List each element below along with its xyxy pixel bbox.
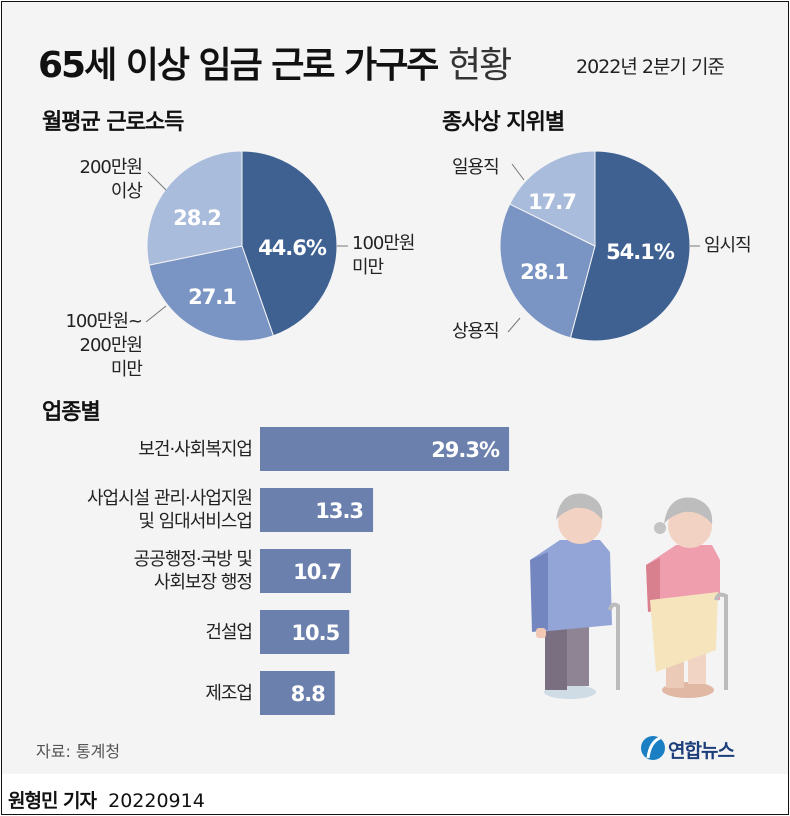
bar-category-label: 건설업 <box>205 621 253 643</box>
pie-slice <box>499 203 596 339</box>
pie-value-label: 54.1% <box>606 240 675 264</box>
bar <box>260 549 351 593</box>
grandfather-figure <box>530 493 620 699</box>
subtitle: 2022년 2분기 기준 <box>576 56 725 78</box>
bar-value-label: 10.7 <box>293 560 341 584</box>
source-note: 자료: 통계청 <box>36 742 121 761</box>
bar-value-label: 8.8 <box>291 682 326 706</box>
bar <box>260 427 510 471</box>
pie-value-label: 44.6% <box>258 236 327 260</box>
income-pie-title: 월평균 근로소득 <box>42 110 184 135</box>
bar <box>260 488 374 532</box>
bar-category-label: 보건·사회복지업 <box>138 438 253 460</box>
yonhap-logo-icon <box>641 736 665 760</box>
leader-lines <box>145 163 700 333</box>
bar-category-label: 사업시설 관리·사업지원 및 임대서비스업 <box>86 488 253 532</box>
elderly-couple-illustration <box>530 493 728 699</box>
status-label-regular: 상용직 <box>452 321 500 342</box>
bar-category-label: 공공행정·국방 및 사회보장 행정 <box>133 549 253 593</box>
page-title: 65세 이상 임금 근로 가구주 현황 <box>38 36 512 88</box>
bar-value-label: 29.3% <box>431 438 500 462</box>
publish-date: 20220914 <box>108 790 205 812</box>
pie-slice <box>148 245 275 342</box>
reporter-name: 원형민 기자 <box>8 790 97 812</box>
status-label-temporary: 임시직 <box>704 235 752 256</box>
title-bold: 65세 이상 임금 근로 가구주 <box>38 45 439 86</box>
pie-slice <box>146 150 243 266</box>
pie-slice <box>509 150 596 247</box>
pie-value-label: 28.2 <box>173 206 221 230</box>
status-pie-title: 종사상 지위별 <box>442 110 565 135</box>
bar <box>260 671 335 715</box>
bar-value-label: 13.3 <box>315 499 363 523</box>
income-label-under100: 100만원 미만 <box>352 233 415 278</box>
yonhap-logo-text: 연합뉴스 <box>668 740 735 762</box>
title-light: 현황 <box>447 45 512 86</box>
industry-bar-title: 업종별 <box>42 400 101 425</box>
pie-slice <box>241 150 338 337</box>
income-label-over200: 200만원 이상 <box>79 157 143 202</box>
bar-value-label: 10.5 <box>291 621 339 645</box>
pie-value-label: 27.1 <box>188 285 236 309</box>
pie-value-label: 17.7 <box>528 190 576 214</box>
pie-value-label: 28.1 <box>520 260 568 284</box>
bar-category-label: 제조업 <box>205 682 253 704</box>
bar <box>260 610 350 654</box>
byline: 원형민 기자 20220914 <box>8 786 205 813</box>
status-label-daily: 일용직 <box>452 157 500 178</box>
grandmother-figure <box>646 497 728 698</box>
pie-slice <box>569 150 691 342</box>
income-label-100to200: 100만원~ 200만원 미만 <box>65 311 143 380</box>
